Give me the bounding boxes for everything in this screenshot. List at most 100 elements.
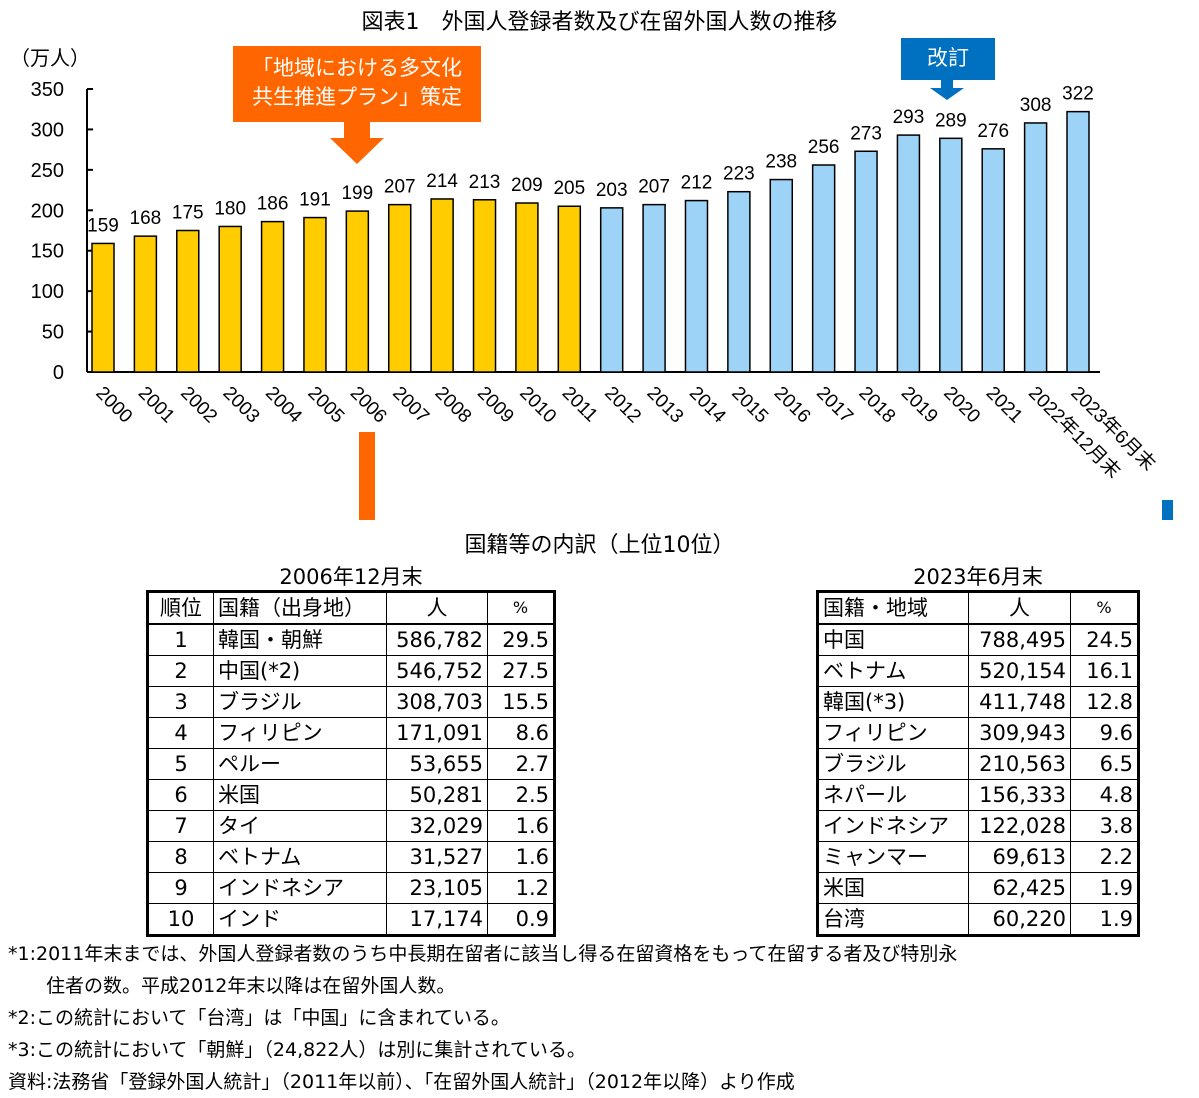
bar-2003 [218, 225, 242, 373]
data-label: 308 [1020, 95, 1052, 116]
table-row: ミャンマー 69,613 2.2 [817, 841, 1139, 873]
y-tick-label: 100 [31, 281, 64, 303]
bar-2023年6月末 [1066, 110, 1090, 373]
x-tick-label: 2002 [176, 383, 221, 428]
table-cell: 17,174 [386, 903, 488, 936]
table-cell: 788,495 [968, 623, 1071, 656]
table-row: 6 米国 50,281 2.5 [147, 779, 555, 811]
table-cell: 1.6 [487, 841, 555, 873]
x-tick-label: 2017 [812, 383, 857, 428]
table-row: 米国 62,425 1.9 [817, 872, 1139, 904]
bar-2016 [769, 178, 794, 373]
table-row: ベトナム 520,154 16.1 [817, 655, 1139, 687]
table-cell: 1.2 [487, 872, 555, 904]
data-label: 186 [257, 194, 289, 215]
col-rank: 順位 [147, 591, 214, 625]
x-tick-label: 2006 [346, 383, 391, 428]
table-cell: ベトナム [817, 655, 969, 687]
table-cell: フィリピン [213, 717, 387, 749]
table-2006: 順位 国籍（出身地） 人 % 1 韓国・朝鮮 586,782 29.5 2 中国(*2) 5… [146, 590, 556, 937]
table-cell: フィリピン [817, 717, 969, 749]
x-tick-label: 2004 [261, 383, 306, 428]
table-cell: 520,154 [968, 655, 1071, 687]
col-people: 人 [968, 591, 1071, 625]
table-cell: ブラジル [817, 748, 969, 780]
table-row: 台湾 60,220 1.9 [817, 903, 1139, 936]
data-label: 276 [977, 121, 1009, 142]
table-cell: 2.5 [487, 779, 555, 811]
revision-callout: 改訂 [901, 38, 995, 80]
table-cell: 60,220 [968, 903, 1071, 936]
bar-2013 [642, 203, 666, 373]
table-cell: 308,703 [386, 686, 488, 718]
table-cell: インド [213, 903, 387, 936]
table-cell: 中国(*2) [213, 655, 387, 687]
table-cell: 2 [147, 655, 214, 687]
y-axis-unit: （万人） [10, 46, 90, 70]
table-2006-caption: 2006年12月末 [279, 565, 423, 589]
table-cell: 8 [147, 841, 214, 873]
table-cell: 2.2 [1070, 841, 1139, 873]
table-cell: インドネシア [213, 872, 387, 904]
data-label: 256 [808, 137, 840, 158]
table-header-row: 国籍・地域 人 % [817, 591, 1139, 625]
data-label: 159 [87, 215, 119, 236]
blue-arrow-to-2023-table [1162, 500, 1173, 520]
bar-2008 [430, 198, 454, 373]
table-cell: 4 [147, 717, 214, 749]
table-cell: ペルー [213, 748, 387, 780]
x-tick-label: 2000 [91, 383, 136, 428]
table-cell: 5 [147, 748, 214, 780]
x-tick-label: 2007 [388, 383, 433, 428]
table-cell: 586,782 [386, 623, 488, 656]
data-label: 223 [723, 164, 755, 185]
note-1-line2: 住者の数。平成2012年末以降は在留外国人数。 [46, 975, 456, 997]
bar-chart: 0 50 100 150 200 250 300 350 159 2000 168 2001 175 20… [31, 79, 1173, 520]
table-cell: 50,281 [386, 779, 488, 811]
table-cell: 1 [147, 623, 214, 656]
table-row: ブラジル 210,563 6.5 [817, 748, 1139, 780]
data-label: 322 [1062, 84, 1094, 105]
x-tick-label: 2008 [431, 383, 476, 428]
table-cell: 411,748 [968, 686, 1071, 718]
x-tick-label: 2016 [770, 383, 815, 428]
table-cell: 6 [147, 779, 214, 811]
plan-callout-line2: 共生推進プラン」策定 [252, 85, 462, 109]
table-row: 2 中国(*2) 546,752 27.5 [147, 655, 555, 687]
x-tick-label: 2020 [939, 383, 984, 428]
col-percent: % [487, 591, 555, 625]
table-cell: 69,613 [968, 841, 1071, 873]
y-tick-label: 200 [31, 200, 64, 222]
x-tick-label: 2005 [303, 383, 348, 428]
data-label: 199 [341, 183, 373, 204]
bar-2006 [345, 210, 370, 373]
table-cell: 10 [147, 903, 214, 936]
note-3: *3:この統計において「朝鮮」（24,822人）は別に集計されている。 [8, 1039, 586, 1061]
table-2023-caption: 2023年6月末 [913, 565, 1043, 589]
table-cell: 122,028 [968, 810, 1071, 842]
table-row: フィリピン 309,943 9.6 [817, 717, 1139, 749]
table-cell: ベトナム [213, 841, 387, 873]
table-cell: 23,105 [386, 872, 488, 904]
table-row: 5 ペルー 53,655 2.7 [147, 748, 555, 780]
bar-2001 [133, 235, 158, 373]
table-row: 4 フィリピン 171,091 8.6 [147, 717, 555, 749]
table-cell: 9 [147, 872, 214, 904]
data-label: 168 [130, 208, 162, 229]
y-tick-label: 50 [42, 322, 64, 344]
table-cell: 米国 [817, 872, 969, 904]
data-label: 191 [299, 190, 331, 211]
table-cell: 29.5 [487, 623, 555, 656]
table-cell: 2.7 [487, 748, 555, 780]
bar-2007 [387, 203, 412, 373]
table-cell: 1.9 [1070, 903, 1139, 936]
y-tick-label: 300 [31, 119, 64, 141]
bar-2019 [896, 134, 921, 373]
x-tick-label: 2013 [643, 383, 688, 428]
table-cell: 53,655 [386, 748, 488, 780]
bar-2000 [91, 242, 115, 373]
bar-2022年12月末 [1023, 122, 1048, 373]
table-row: インドネシア 122,028 3.8 [817, 810, 1139, 842]
table-cell: 32,029 [386, 810, 488, 842]
y-tick-label: 250 [31, 160, 64, 182]
